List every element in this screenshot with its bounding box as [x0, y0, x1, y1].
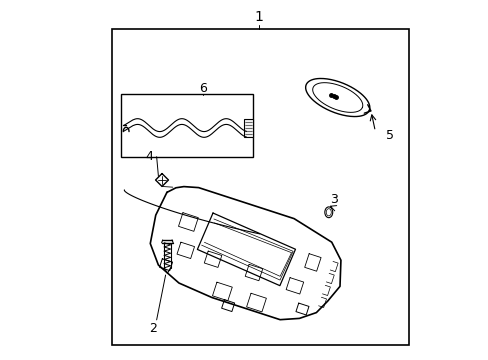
Bar — [112, 30, 408, 345]
Text: 2: 2 — [149, 322, 157, 335]
Text: 1: 1 — [254, 10, 263, 24]
Bar — [244, 119, 253, 137]
Text: 3: 3 — [329, 193, 337, 206]
Text: 6: 6 — [199, 82, 207, 95]
Text: 5: 5 — [385, 129, 393, 142]
Text: 4: 4 — [145, 150, 153, 163]
Bar — [121, 94, 253, 157]
